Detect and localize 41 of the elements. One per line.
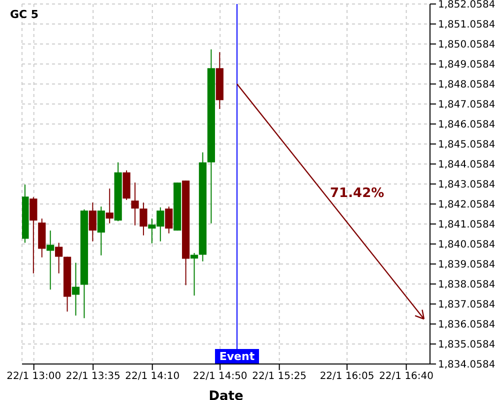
candlestick (106, 188, 114, 224)
candlestick (165, 206, 173, 234)
y-tick-label: 1,835.0584 (438, 340, 496, 351)
candlestick (190, 252, 198, 296)
y-tick-label: 1,842.0584 (438, 200, 496, 211)
candlestick (72, 262, 80, 316)
y-tick-label: 1,844.0584 (438, 160, 496, 171)
y-tick-label: 1,840.0584 (438, 240, 496, 251)
y-tick-label: 1,848.0584 (438, 80, 496, 91)
y-tick-label: 1,851.0584 (438, 20, 496, 31)
candlestick (131, 182, 139, 226)
y-tick-label: 1,834.0584 (438, 360, 496, 371)
x-tick-label: 22/1 14:50 (192, 371, 248, 382)
candlestick (140, 202, 148, 236)
candlestick (88, 202, 96, 242)
candlestick (55, 242, 63, 274)
y-tick-label: 1,852.0584 (438, 0, 496, 11)
x-tick-label: 22/1 13:35 (66, 371, 120, 382)
y-tick-label: 1,841.0584 (438, 220, 496, 231)
candlestick (30, 196, 38, 274)
y-tick-label: 1,839.0584 (438, 260, 496, 271)
x-tick-label: 22/1 15:25 (252, 371, 307, 382)
annotation: 71.42% (330, 186, 384, 201)
y-tick-label: 1,847.0584 (438, 100, 496, 111)
x-tick-label: 22/1 13:00 (6, 371, 62, 382)
y-tick-label: 1,850.0584 (438, 40, 496, 51)
y-tick-label: 1,845.0584 (438, 140, 496, 151)
y-tick-label: 1,838.0584 (438, 280, 496, 291)
candlestick (97, 206, 105, 256)
y-tick-label: 1,849.0584 (438, 60, 496, 71)
x-tick-label: 22/1 16:05 (320, 371, 374, 382)
y-tick-label: 1,836.0584 (438, 320, 496, 331)
candlestick (46, 230, 54, 290)
chart-title: GC 5 (10, 8, 39, 21)
y-tick-label: 1,837.0584 (438, 300, 496, 311)
x-tick-label: 22/1 16:40 (379, 371, 434, 382)
ref-line-label: Event (219, 350, 255, 363)
y-tick-label: 1,846.0584 (438, 120, 496, 131)
x-axis-title: Date (208, 389, 244, 400)
x-tick-label: 22/1 14:10 (125, 371, 180, 382)
y-tick-label: 1,843.0584 (438, 180, 496, 191)
